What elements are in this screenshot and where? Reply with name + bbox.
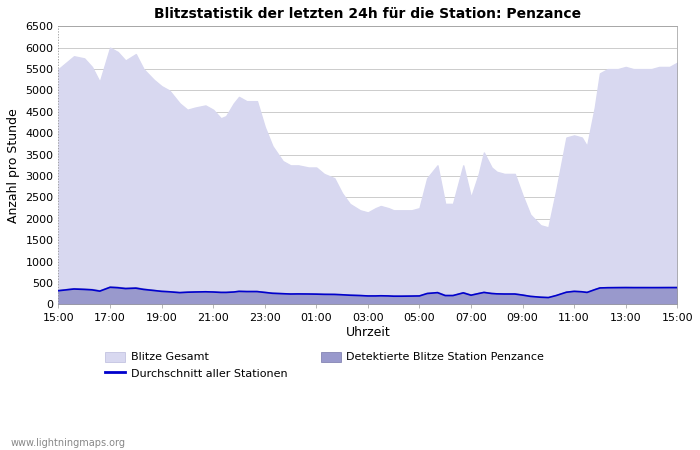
Y-axis label: Anzahl pro Stunde: Anzahl pro Stunde — [7, 108, 20, 223]
X-axis label: Uhrzeit: Uhrzeit — [346, 326, 390, 339]
Title: Blitzstatistik der letzten 24h für die Station: Penzance: Blitzstatistik der letzten 24h für die S… — [154, 7, 582, 21]
Text: www.lightningmaps.org: www.lightningmaps.org — [10, 438, 125, 448]
Legend: Blitze Gesamt, Durchschnitt aller Stationen, Detektierte Blitze Station Penzance: Blitze Gesamt, Durchschnitt aller Statio… — [105, 352, 544, 379]
